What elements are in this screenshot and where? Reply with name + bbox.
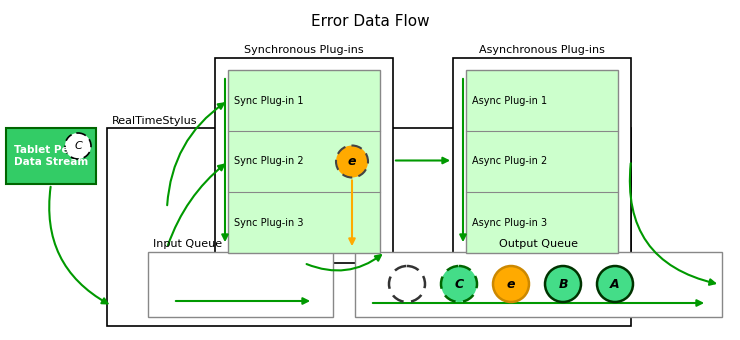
Bar [453, 58, 631, 263]
Text: C: C [454, 277, 463, 290]
Bar [228, 70, 380, 253]
Text: Synchronous Plug-ins: Synchronous Plug-ins [244, 45, 364, 55]
Text: Input Queue: Input Queue [153, 239, 222, 249]
Text: Async Plug-in 2: Async Plug-in 2 [472, 156, 548, 167]
Text: C: C [74, 141, 82, 151]
Text: e: e [507, 277, 515, 290]
Circle shape [389, 266, 425, 302]
Bar [107, 128, 631, 326]
Circle shape [545, 266, 581, 302]
Bar [148, 252, 333, 317]
Bar [466, 70, 618, 253]
Bar [215, 58, 393, 263]
Circle shape [493, 266, 529, 302]
Text: Sync Plug-in 3: Sync Plug-in 3 [234, 218, 303, 227]
Text: A: A [610, 277, 620, 290]
Circle shape [336, 146, 368, 177]
Text: Sync Plug-in 2: Sync Plug-in 2 [234, 156, 303, 167]
Text: Error Data Flow: Error Data Flow [311, 14, 429, 29]
Text: Async Plug-in 3: Async Plug-in 3 [472, 218, 547, 227]
Bar [355, 252, 722, 317]
Circle shape [65, 133, 91, 159]
Text: Output Queue: Output Queue [499, 239, 578, 249]
Text: RealTimeStylus: RealTimeStylus [112, 116, 198, 126]
Text: Async Plug-in 1: Async Plug-in 1 [472, 96, 547, 105]
Circle shape [597, 266, 633, 302]
Bar [6, 128, 96, 184]
Text: B: B [558, 277, 568, 290]
Text: Tablet Pen
Data Stream: Tablet Pen Data Stream [14, 145, 88, 167]
Circle shape [441, 266, 477, 302]
Text: Sync Plug-in 1: Sync Plug-in 1 [234, 96, 303, 105]
Text: Asynchronous Plug-ins: Asynchronous Plug-ins [479, 45, 605, 55]
Text: e: e [348, 155, 356, 168]
